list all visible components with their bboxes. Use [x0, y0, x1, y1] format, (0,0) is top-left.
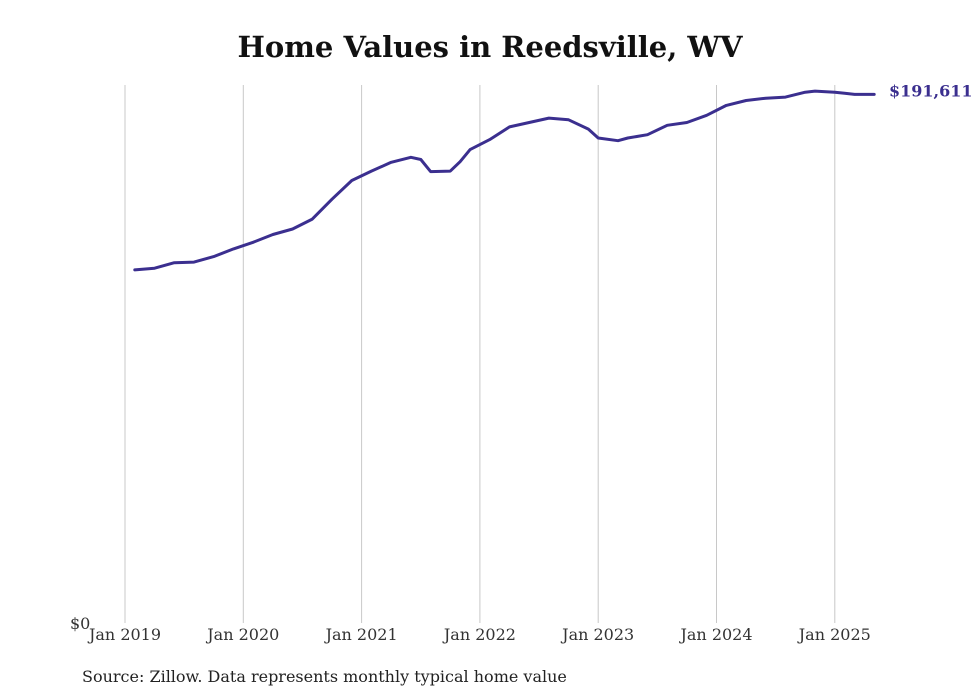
series-layer [133, 89, 876, 272]
x-tick-label: Jan 2025 [797, 625, 871, 644]
x-tick-label: Jan 2022 [442, 625, 516, 644]
gridlines [124, 85, 836, 623]
x-axis-ticks: Jan 2019 Jan 2020 Jan 2021 Jan 2022 Jan 2023… [87, 625, 871, 644]
x-tick-label: Jan 2024 [678, 625, 752, 644]
x-tick-label: Jan 2020 [205, 625, 279, 644]
x-tick-label: Jan 2021 [324, 625, 398, 644]
source-note: Source: Zillow. Data represents monthly … [82, 667, 567, 686]
chart-title: Home Values in Reedsville, WV [237, 30, 743, 64]
end-value-label: $191,611 [889, 81, 973, 100]
y-tick-label: $0 [70, 614, 90, 633]
series-line [133, 89, 876, 272]
x-tick-label: Jan 2023 [560, 625, 634, 644]
x-tick-label: Jan 2019 [87, 625, 161, 644]
y-axis-labels: $0 [70, 614, 90, 633]
annotations: $191,611 [889, 81, 973, 100]
